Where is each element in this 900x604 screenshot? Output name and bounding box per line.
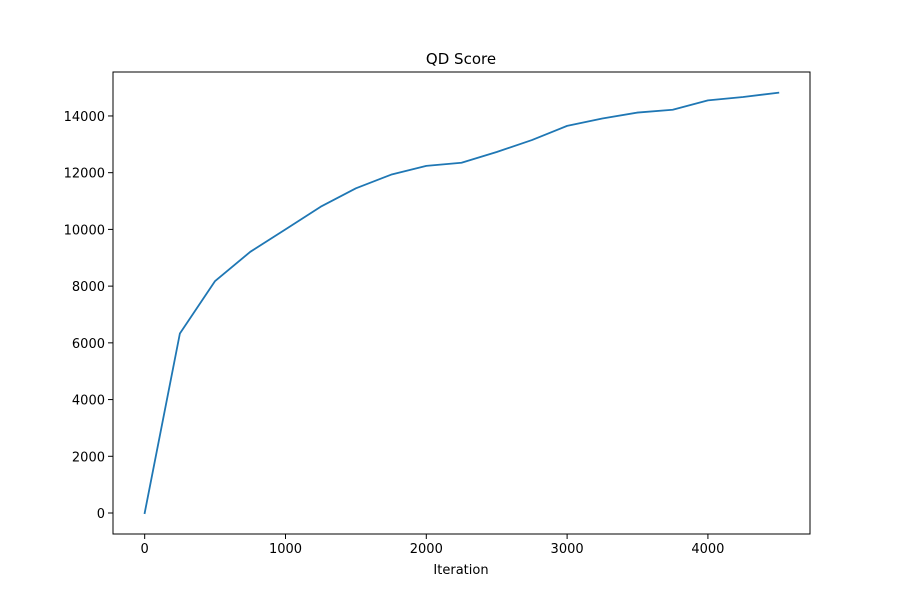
y-tick-label: 8000 xyxy=(72,280,105,295)
series-line xyxy=(143,91,780,515)
x-tick-label: 4000 xyxy=(691,542,724,557)
x-axis: 0 1000 2000 3000 4000 xyxy=(141,534,724,557)
y-tick-label: 14000 xyxy=(64,110,105,125)
y-axis: 0 2000 4000 6000 8000 10000 12000 14000 xyxy=(64,110,113,522)
x-tick-label: 0 xyxy=(141,542,149,557)
series-layer xyxy=(143,91,780,515)
y-tick-label: 0 xyxy=(97,507,105,522)
x-tick-label: 3000 xyxy=(551,542,584,557)
x-tick-label: 1000 xyxy=(269,542,302,557)
y-tick-label: 4000 xyxy=(72,394,105,409)
plot-frame xyxy=(112,71,811,535)
x-tick-label: 2000 xyxy=(410,542,443,557)
chart-title: QD Score xyxy=(426,50,496,68)
y-tick-label: 2000 xyxy=(72,450,105,465)
y-tick-label: 6000 xyxy=(72,337,105,352)
x-axis-label: Iteration xyxy=(433,563,488,578)
y-tick-label: 10000 xyxy=(64,223,105,238)
y-tick-label: 12000 xyxy=(64,167,105,182)
